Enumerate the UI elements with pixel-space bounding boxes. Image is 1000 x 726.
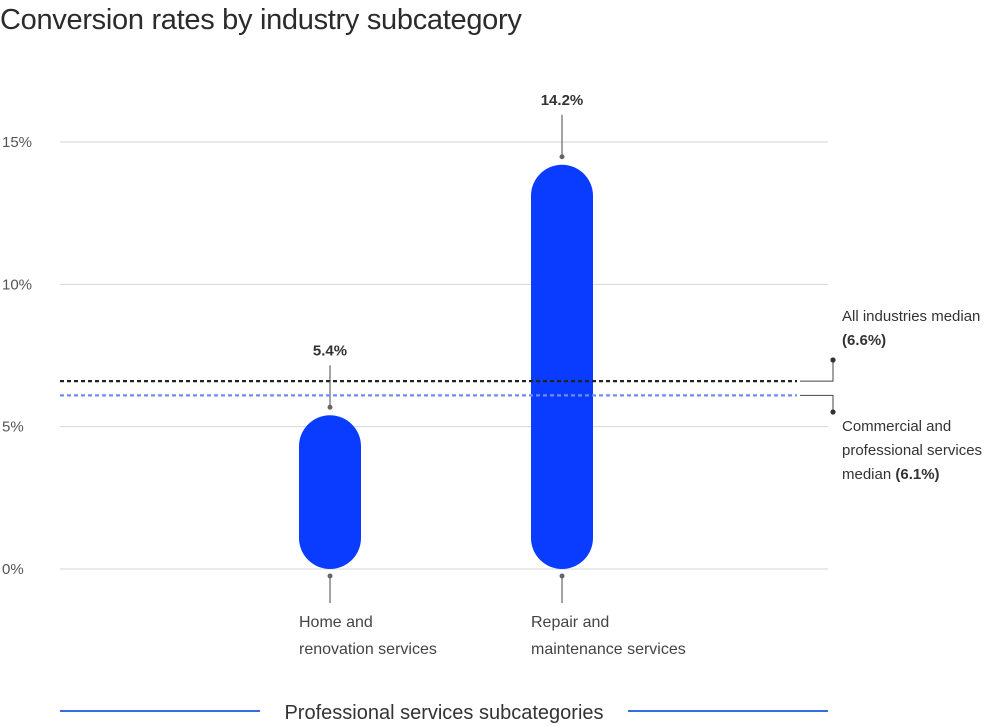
median-connector xyxy=(800,394,834,412)
y-tick-label: 15% xyxy=(2,134,32,151)
y-tick-label: 0% xyxy=(2,561,24,578)
value-label: 5.4% xyxy=(313,342,347,359)
median-connector xyxy=(800,360,834,382)
value-leader-dot xyxy=(327,404,333,410)
category-label: renovation services xyxy=(299,641,437,658)
median-connector-dot xyxy=(830,357,836,363)
median-annotation: All industries median xyxy=(842,308,980,325)
median-annotation: professional services xyxy=(842,442,982,459)
annotation-text: median xyxy=(842,466,895,483)
annotation-text: professional services xyxy=(842,442,982,459)
x-axis-label: Professional services subcategories xyxy=(284,702,603,724)
bar xyxy=(531,164,593,570)
bar xyxy=(299,415,361,569)
median-annotation: Commercial and xyxy=(842,418,951,435)
annotation-text: Commercial and xyxy=(842,418,951,435)
category-label: Home and xyxy=(299,614,373,631)
annotation-value: (6.6%) xyxy=(842,332,886,349)
median-connector-dot xyxy=(830,409,836,415)
category-label: Repair and xyxy=(531,614,609,631)
value-label: 14.2% xyxy=(541,92,584,109)
category-label: maintenance services xyxy=(531,641,686,658)
chart-title: Conversion rates by industry subcategory xyxy=(0,4,522,36)
y-tick-label: 10% xyxy=(2,276,32,293)
median-annotation: median (6.1%) xyxy=(842,466,940,483)
annotation-text: All industries median xyxy=(842,308,980,325)
annotation-value: (6.1%) xyxy=(895,466,939,483)
y-tick-label: 5% xyxy=(2,419,24,436)
median-annotation: (6.6%) xyxy=(842,332,886,349)
value-leader-dot xyxy=(559,154,565,160)
